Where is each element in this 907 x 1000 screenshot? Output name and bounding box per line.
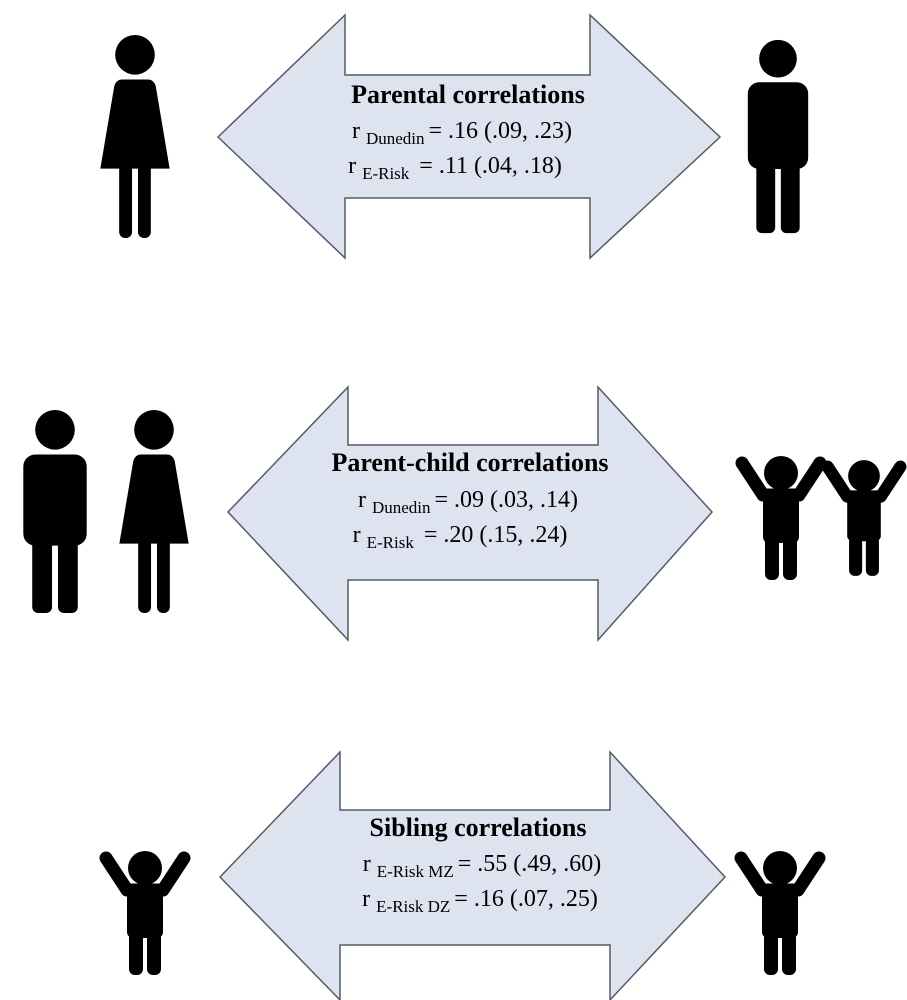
child-icon	[106, 851, 184, 975]
subscript: E-Risk MZ	[377, 862, 454, 881]
symbol: r	[362, 886, 370, 912]
woman-icon	[100, 35, 170, 238]
child-icon	[742, 456, 820, 580]
child-icon	[741, 851, 819, 975]
value: = .09 (.03, .14)	[435, 487, 579, 513]
correlation-line: r E-Risk = .11 (.04, .18)	[348, 153, 562, 183]
double-arrow	[226, 385, 714, 642]
subscript: E-Risk	[367, 533, 415, 552]
symbol: r	[358, 487, 366, 513]
value: = .16 (.07, .25)	[454, 886, 598, 912]
child-icon	[828, 460, 901, 576]
panel-title: Sibling correlations	[370, 813, 587, 842]
panel-title: Parental correlations	[351, 80, 585, 109]
man-icon	[23, 410, 87, 613]
correlation-line: r E-Risk = .20 (.15, .24)	[353, 522, 568, 552]
subscript: Dunedin	[372, 498, 431, 517]
subscript: E-Risk	[362, 164, 410, 183]
value: = .55 (.49, .60)	[458, 851, 602, 877]
correlation-line: r E-Risk MZ = .55 (.49, .60)	[363, 851, 602, 881]
subscript: Dunedin	[366, 129, 425, 148]
correlation-line: r Dunedin = .09 (.03, .14)	[358, 487, 578, 517]
double-arrow	[218, 750, 727, 1000]
panel-title: Parent-child correlations	[331, 448, 608, 477]
symbol: r	[363, 851, 371, 877]
value: = .11 (.04, .18)	[419, 153, 562, 179]
correlation-line: r E-Risk DZ = .16 (.07, .25)	[362, 886, 598, 916]
value: = .16 (.09, .23)	[429, 118, 573, 144]
subscript: E-Risk DZ	[376, 897, 450, 916]
correlation-line: r Dunedin = .16 (.09, .23)	[352, 118, 572, 148]
man-icon	[747, 39, 809, 234]
symbol: r	[352, 118, 360, 144]
symbol: r	[348, 153, 356, 179]
woman-icon	[119, 410, 189, 613]
double-arrow	[216, 13, 722, 260]
symbol: r	[353, 522, 361, 548]
value: = .20 (.15, .24)	[424, 522, 568, 548]
